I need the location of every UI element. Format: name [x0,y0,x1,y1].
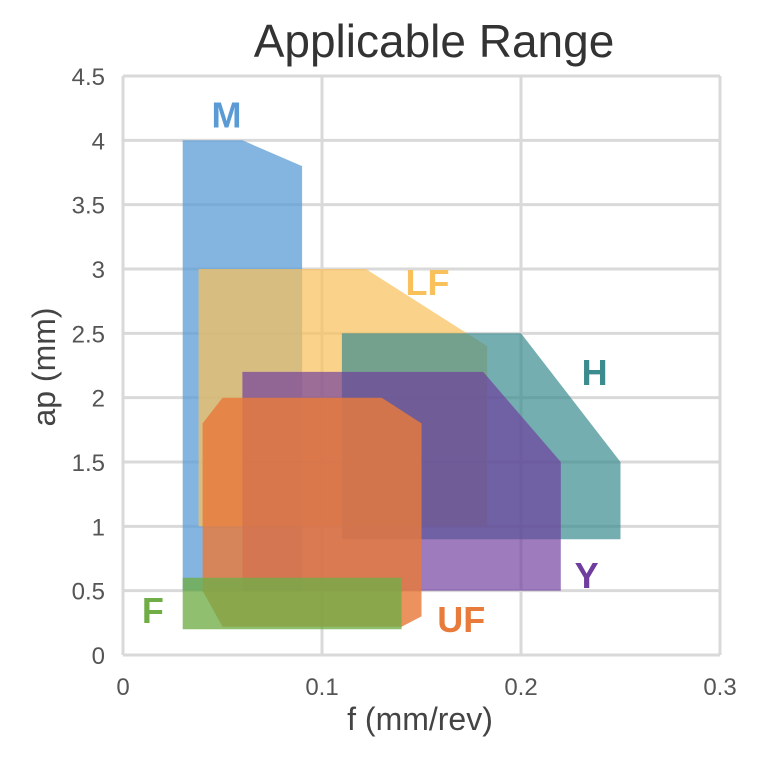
y-tick-label: 2 [92,386,105,413]
series-regions [182,140,621,630]
region-label-y: Y [575,555,599,596]
x-tick-label: 0.2 [504,674,537,701]
region-uf [202,397,422,627]
y-tick-label: 2.5 [72,321,105,348]
axis-ticks: 0 0.5 1 1.5 2 2.5 3 3.5 4 4.5 0 0.1 0.2 0.3 [72,64,737,701]
y-tick-label: 4 [92,128,105,155]
y-tick-label: 3 [92,257,105,284]
region-label-f: F [142,590,164,631]
region-label-m: M [211,95,241,136]
y-tick-label: 1 [92,514,105,541]
y-tick-label: 0.5 [72,579,105,606]
x-axis-label: f (mm/rev) [347,701,493,737]
y-tick-label: 3.5 [72,193,105,220]
region-f [182,577,402,630]
x-tick-label: 0.1 [305,674,338,701]
y-tick-label: 0 [92,643,105,670]
region-label-h: H [582,352,608,393]
x-tick-label: 0.3 [703,674,736,701]
region-label-uf: UF [437,599,485,640]
x-tick-label: 0 [116,674,129,701]
y-tick-label: 1.5 [72,450,105,477]
y-tick-label: 4.5 [72,64,105,91]
region-labels: M LF H Y UF F [142,95,608,640]
y-axis-label: ap (mm) [26,307,62,426]
region-label-lf: LF [405,262,449,303]
chart-title: Applicable Range [254,15,615,67]
